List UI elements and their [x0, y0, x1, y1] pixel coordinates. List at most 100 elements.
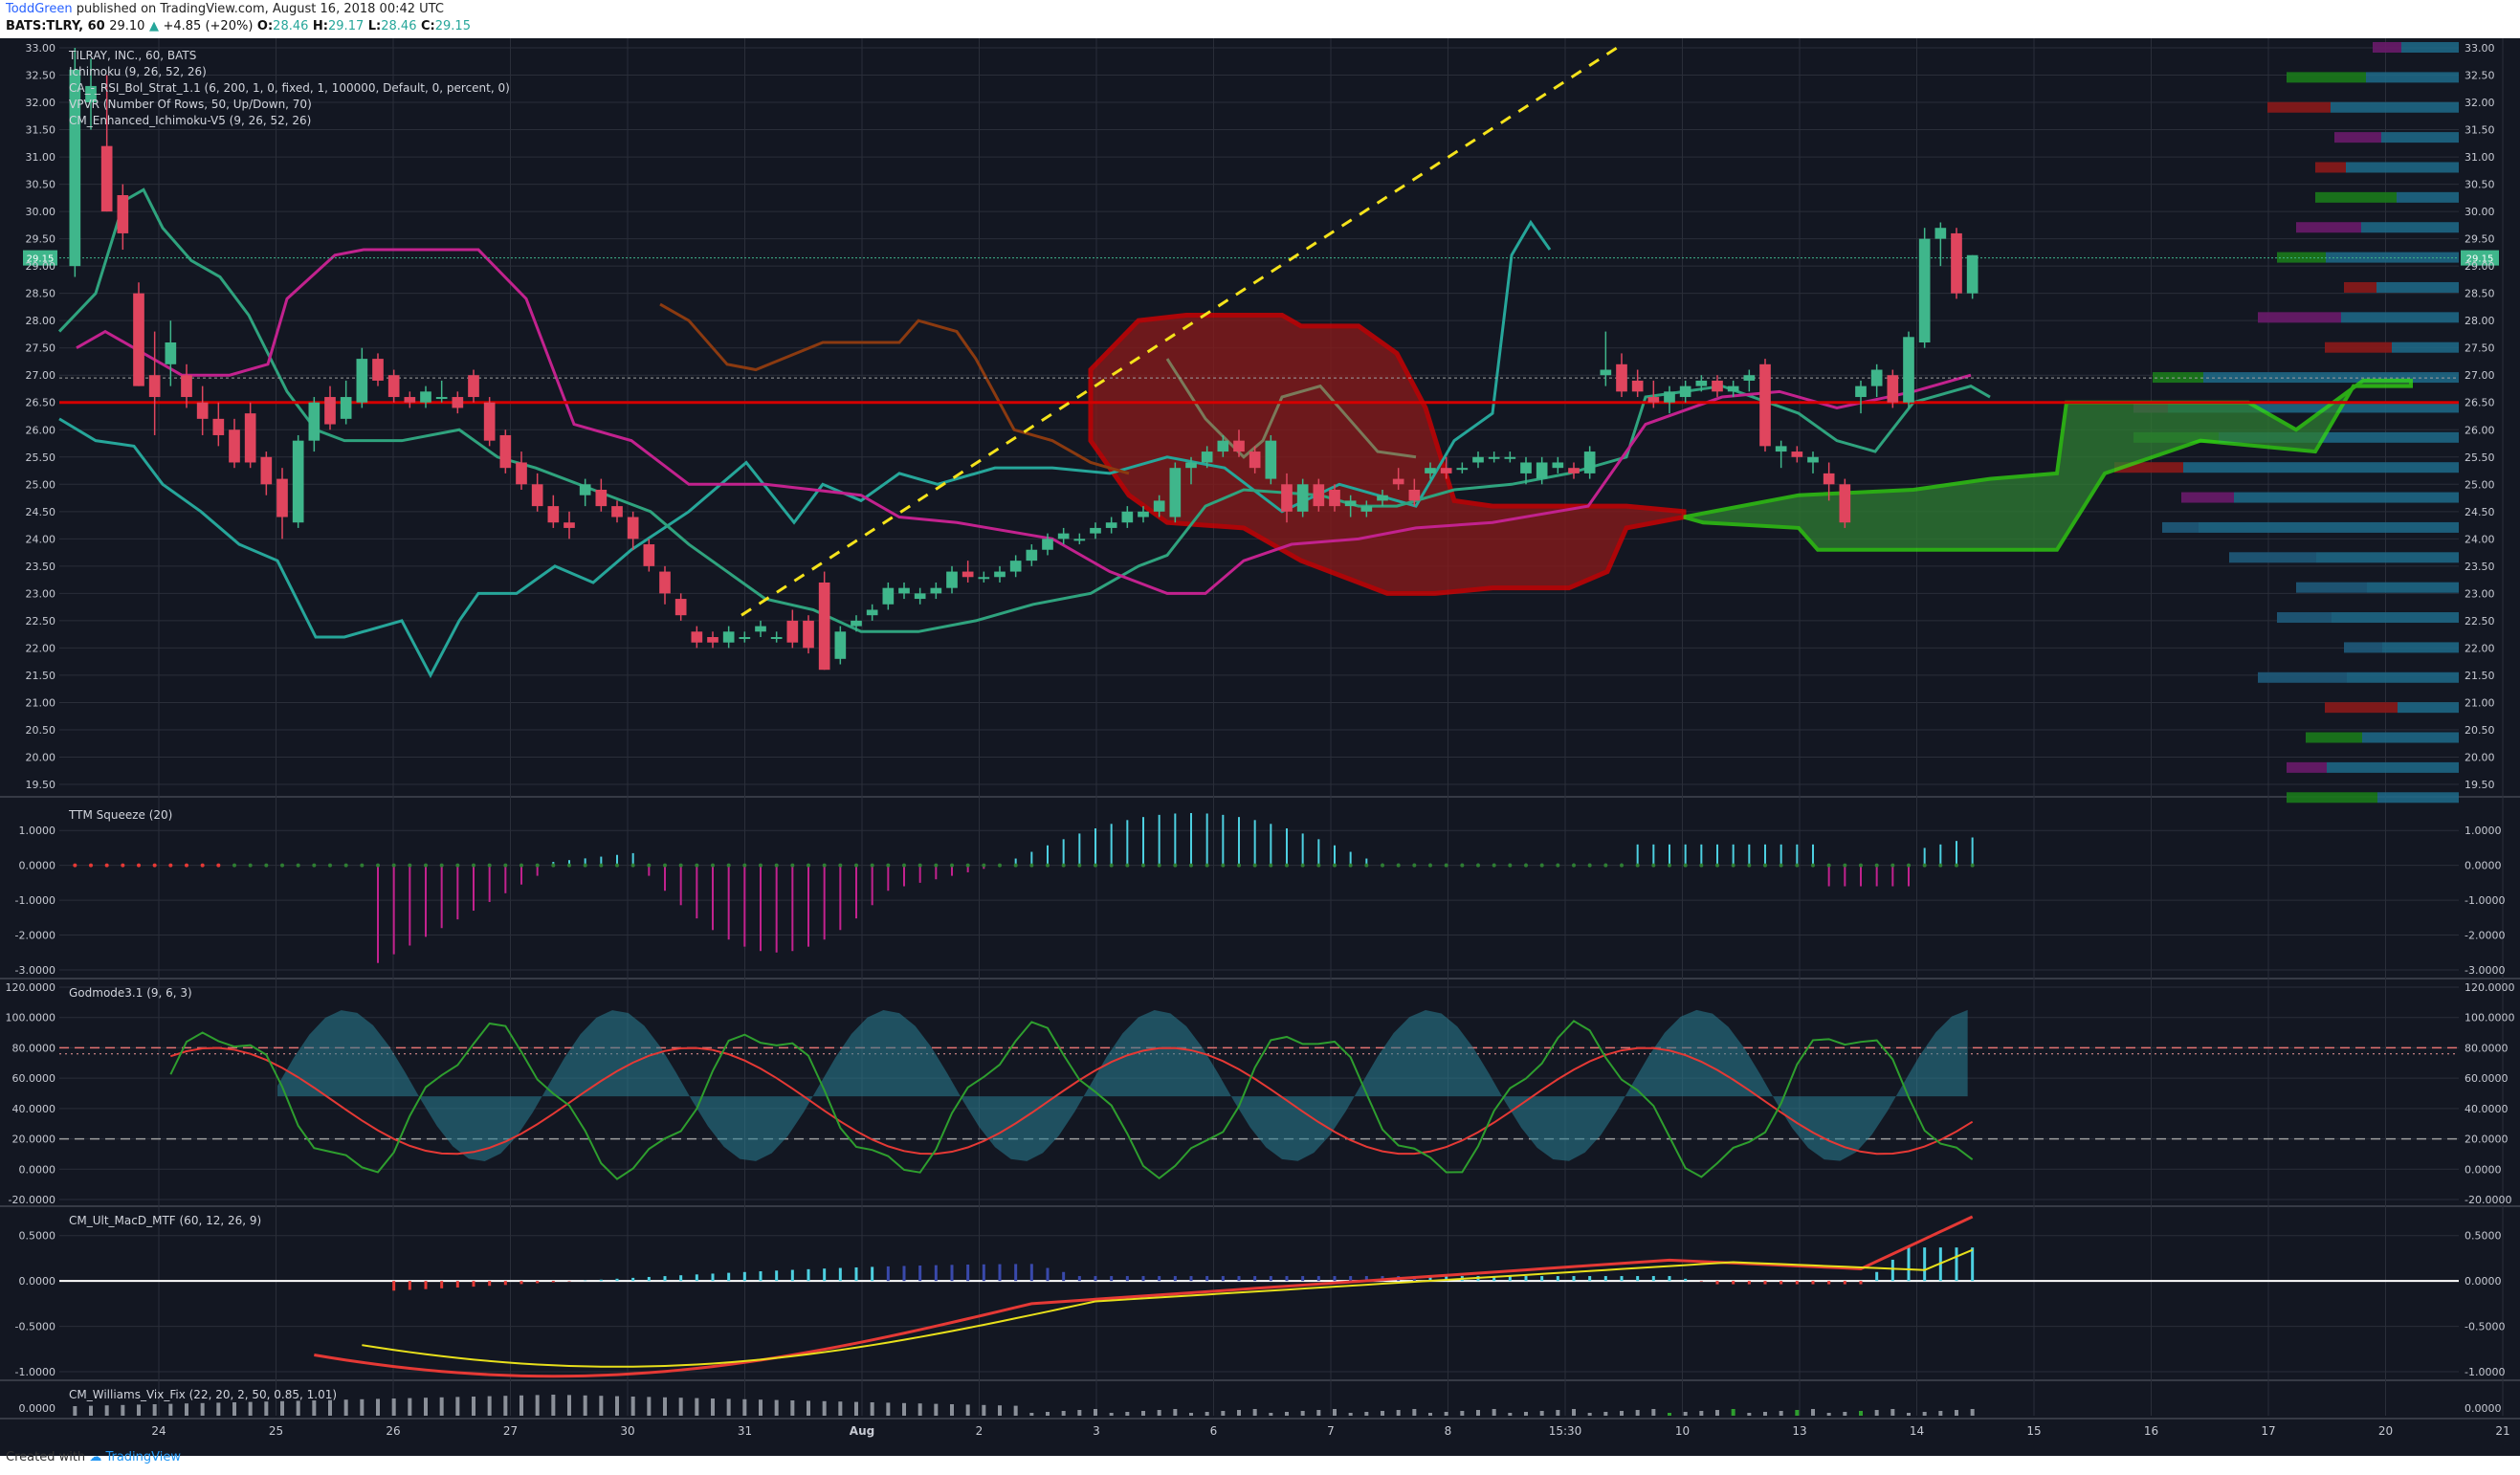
vix-bar	[965, 1404, 970, 1416]
vix-bar	[1444, 1412, 1448, 1416]
price-tick-left: 30.50	[26, 179, 56, 191]
vix-bar	[343, 1399, 348, 1416]
candle-body	[1679, 385, 1691, 398]
godmode-tick-right: 80.0000	[2465, 1042, 2509, 1054]
squeeze-dot	[1109, 863, 1114, 868]
vix-bar	[503, 1396, 508, 1416]
volume-profile	[2114, 42, 2459, 804]
candle-body	[1472, 456, 1484, 463]
vix-bar	[1922, 1412, 1927, 1416]
squeeze-dot	[1556, 863, 1560, 868]
vix-bar	[1938, 1411, 1943, 1416]
volume-bar-down	[2277, 612, 2332, 624]
candle-body	[1313, 484, 1325, 507]
time-tick-label: 15	[2026, 1424, 2041, 1438]
price-badge-left	[23, 250, 57, 266]
vix-bar	[1556, 1410, 1560, 1416]
price-tick-right: 21.50	[2465, 670, 2495, 682]
price-tick-left: 21.00	[26, 696, 56, 709]
candle-body	[372, 359, 384, 381]
candle-body	[962, 571, 974, 578]
squeeze-dot	[1189, 863, 1193, 868]
ttm-tick-left: -1.0000	[15, 894, 55, 907]
squeeze-dot	[1874, 863, 1879, 868]
price-tick-left: 24.00	[26, 533, 56, 545]
candle-body	[1887, 375, 1899, 403]
godmode-main-line	[169, 1020, 1974, 1180]
volume-bar-up	[2199, 521, 2459, 533]
squeeze-dot	[1859, 863, 1863, 868]
squeeze-dot	[678, 863, 683, 868]
vix-bar	[408, 1398, 412, 1416]
price-tick-left: 21.50	[26, 670, 56, 682]
vix-bar	[1173, 1409, 1178, 1416]
squeeze-dot	[424, 863, 428, 868]
tradingview-logo-icon[interactable]: ☁	[89, 1450, 102, 1464]
squeeze-dot	[742, 863, 747, 868]
chart-canvas[interactable]: 29.15 29.15 33.00 33.00 32.50 32.50 32.00 32.0…	[0, 38, 2520, 1456]
williams-vix-panel[interactable]	[73, 1395, 1975, 1416]
squeeze-dot	[1094, 863, 1097, 868]
candle-body	[356, 359, 368, 403]
price-tick-right: 27.00	[2465, 369, 2495, 382]
close-value: 29.15	[434, 19, 471, 33]
time-tick-label: 16	[2144, 1424, 2158, 1438]
squeeze-dot	[1046, 863, 1050, 868]
vix-bar	[982, 1404, 986, 1416]
candle-body	[404, 397, 416, 403]
volume-bar-down	[2229, 552, 2316, 563]
price-tick-left: 31.00	[26, 151, 56, 164]
candle-body	[930, 587, 942, 594]
candle-body	[659, 571, 671, 594]
squeeze-dot	[1890, 863, 1895, 868]
vix-bar	[1524, 1412, 1528, 1416]
candle-body	[133, 293, 144, 386]
price-tick-right: 30.00	[2465, 206, 2495, 218]
candle-body	[1392, 478, 1404, 485]
squeeze-dot	[982, 863, 986, 868]
vix-bar	[1013, 1405, 1018, 1416]
vix-bar	[280, 1400, 284, 1416]
vix-bar	[104, 1405, 109, 1416]
godmode-signal-line	[170, 1046, 1974, 1156]
main-price-panel[interactable]: 29.15 29.15	[23, 42, 2499, 804]
time-tick-label: 15:30	[1549, 1424, 1582, 1438]
candle-body	[1775, 446, 1787, 452]
candle-body	[627, 517, 639, 539]
candle-body	[1647, 397, 1660, 403]
squeeze-dot	[902, 863, 906, 868]
macd-tick-left: -1.0000	[15, 1366, 55, 1378]
squeeze-dot	[1572, 863, 1576, 868]
vix-bar	[121, 1404, 125, 1416]
candle-body	[1966, 254, 1978, 294]
vix-bar	[328, 1399, 332, 1416]
candle-body	[1791, 451, 1803, 457]
squeeze-dot	[519, 863, 523, 868]
tradingview-link[interactable]: TradingView	[105, 1450, 181, 1464]
vix-bar	[742, 1398, 747, 1416]
author-link[interactable]: ToddGreen	[6, 2, 73, 16]
candle-body	[1009, 561, 1022, 572]
vix-bar	[695, 1398, 699, 1416]
vix-bar	[1492, 1409, 1496, 1416]
godmode-panel[interactable]	[59, 1009, 2459, 1180]
leading-span-line	[659, 302, 1130, 475]
vix-bar	[1029, 1413, 1034, 1416]
vix-bar	[1269, 1413, 1273, 1416]
squeeze-dot	[1811, 863, 1815, 868]
vix-bar	[1779, 1411, 1783, 1416]
vix-bar	[551, 1395, 556, 1416]
candle-body	[1823, 473, 1835, 485]
squeeze-dot	[89, 863, 93, 868]
volume-bar-down	[2287, 792, 2377, 804]
squeeze-dot	[950, 863, 954, 868]
macd-tick-right: 0.0000	[2465, 1275, 2502, 1288]
candle-body	[1727, 385, 1739, 392]
macd-panel[interactable]	[314, 1215, 1975, 1378]
ttm-squeeze-panel[interactable]	[73, 813, 1975, 963]
squeeze-dot	[1668, 863, 1671, 868]
volume-bar-up	[2168, 402, 2459, 413]
ttm-tick-right: -1.0000	[2465, 894, 2505, 907]
ttm-tick-left: -3.0000	[15, 964, 55, 977]
volume-bar-up	[2376, 281, 2459, 293]
